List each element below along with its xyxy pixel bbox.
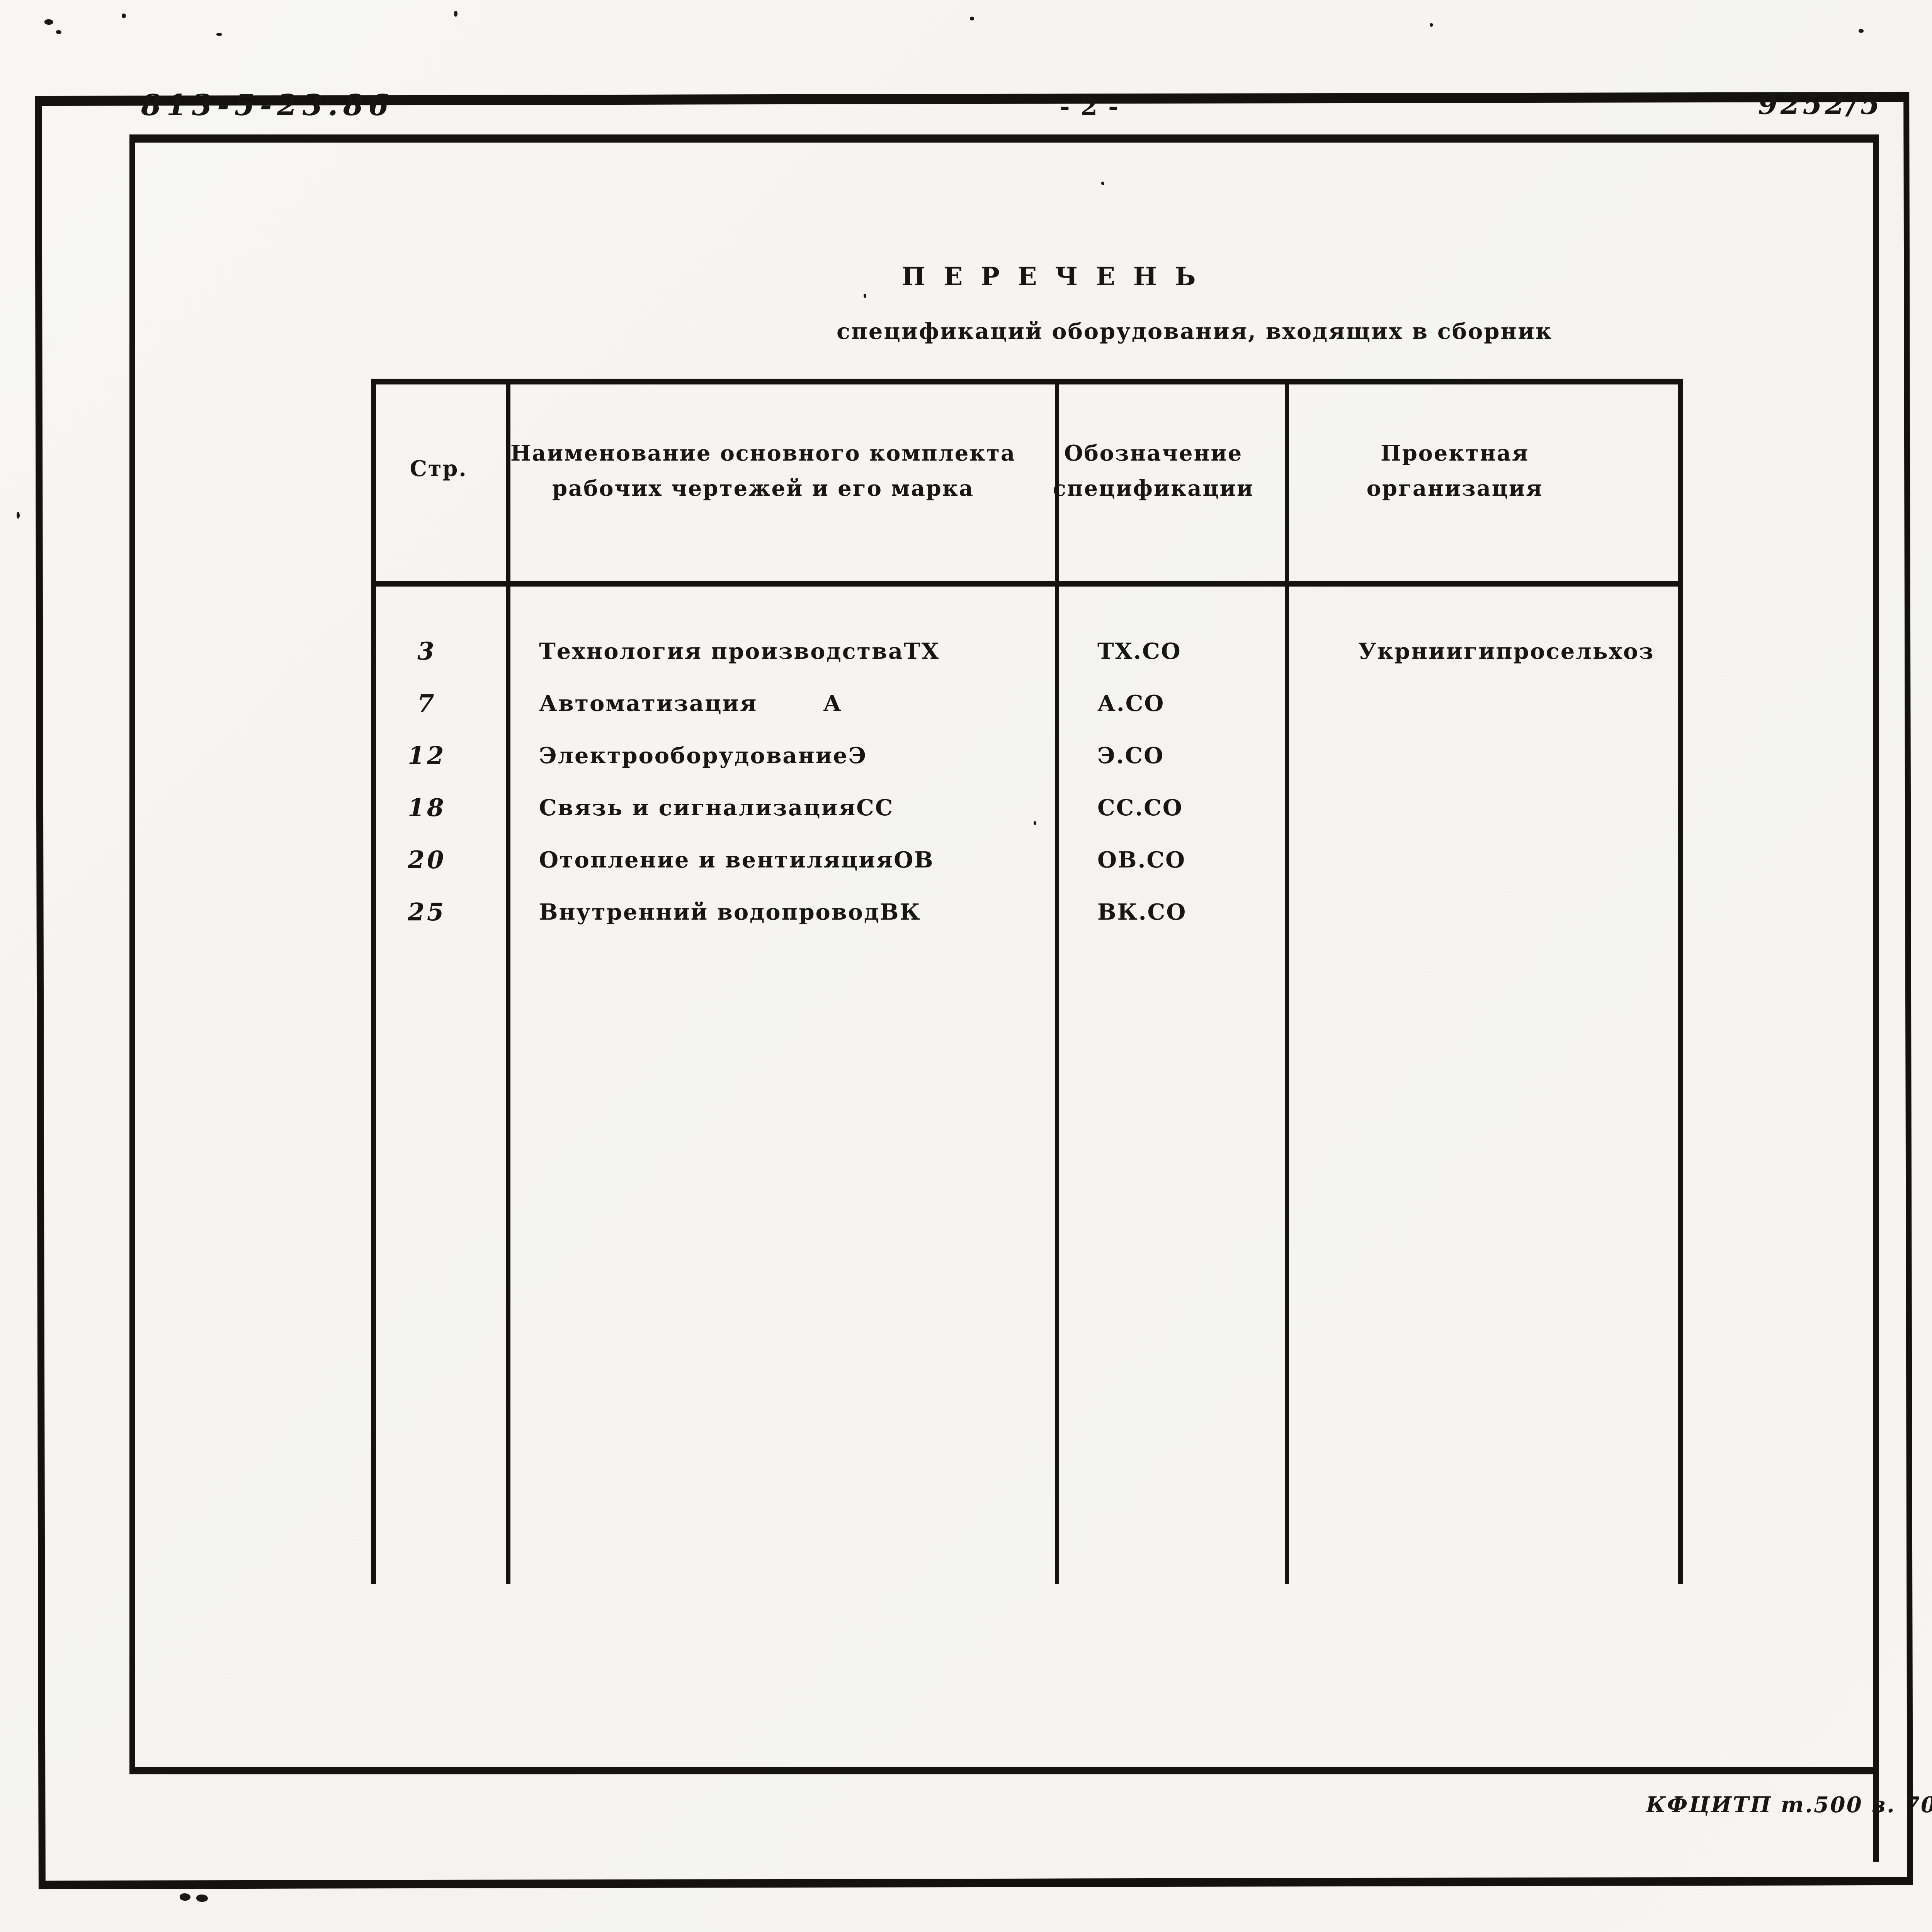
row-name: Внутренний водопровод: [539, 898, 880, 925]
col-header-spec: Обозначение спецификации: [1041, 436, 1265, 506]
row-name-group: Связь и сигнализация СС: [539, 782, 893, 834]
col-header-org: Проектная организация: [1314, 436, 1596, 506]
col-header-page: Стр.: [410, 456, 468, 481]
col-header-spec-line2: спецификации: [1053, 475, 1254, 501]
outer-page-border: [35, 92, 1913, 1889]
scan-speck: [1859, 29, 1864, 33]
row-name-group: Электрооборудование Э: [539, 730, 866, 782]
sheet-number: 9252/5: [1758, 88, 1883, 121]
table-col-rule-1: [506, 379, 510, 1584]
col-header-spec-line1: Обозначение: [1064, 440, 1243, 466]
row-name-group: Отопление и вентиляция ОВ: [539, 834, 933, 886]
scan-speck: [216, 33, 222, 36]
col-header-name: Наименование основного комплекта рабочих…: [506, 436, 1020, 506]
scan-speck: [56, 30, 61, 34]
scan-speck: [44, 19, 53, 25]
scan-speck: [970, 16, 974, 20]
col-header-name-line1: Наименование основного комплекта: [510, 440, 1016, 466]
row-spec-code: ТХ.СО: [1097, 638, 1182, 664]
scan-speck: [180, 1893, 190, 1901]
row-spec-code: ОВ.СО: [1097, 846, 1186, 873]
row-page-number: 20: [408, 845, 446, 874]
col-header-org-line2: организация: [1366, 475, 1543, 501]
doc-number: 813-5-23.86: [141, 88, 394, 122]
row-mark: ВК: [880, 898, 921, 925]
scan-speck: [454, 10, 457, 17]
table-header-rule: [371, 580, 1683, 587]
print-run-stamp: КФЦИТП т.500 з. 7008п: [1646, 1792, 1932, 1818]
inner-frame-bottom: [129, 1767, 1879, 1774]
table-left-rule: [371, 379, 376, 1584]
table-row: 7 Автоматизация А А.СО: [371, 677, 1683, 730]
table-row: 20 Отопление и вентиляция ОВ ОВ.СО: [371, 834, 1683, 886]
table-row: 12 Электрооборудование Э Э.СО: [371, 730, 1683, 782]
row-name-group: Автоматизация А: [539, 677, 842, 730]
row-name: Отопление и вентиляция: [539, 846, 894, 873]
inner-frame-right: [1873, 134, 1879, 1862]
row-name: Связь и сигнализация: [539, 794, 857, 821]
page-title: ПЕРЕЧЕНЬ: [901, 262, 1214, 291]
row-name: Технология производства: [539, 638, 904, 664]
table-col-rule-3: [1285, 379, 1289, 1584]
row-page-number: 7: [417, 689, 437, 718]
table-right-rule: [1678, 379, 1683, 1584]
scan-speck: [196, 1894, 208, 1902]
table-row: 25 Внутренний водопровод ВК ВК.СО: [371, 886, 1683, 938]
row-spec-code: Э.СО: [1097, 742, 1165, 769]
row-spec-code: СС.СО: [1097, 794, 1183, 821]
row-name-group: Технология производства ТХ: [539, 625, 939, 677]
scan-speck: [864, 294, 866, 298]
scan-speck: [1034, 821, 1036, 825]
row-spec-code: А.СО: [1097, 690, 1165, 716]
table-row: 3 Технология производства ТХ ТХ.СО Укрни…: [371, 625, 1683, 677]
row-mark: СС: [856, 794, 894, 821]
scan-speck: [1101, 182, 1104, 185]
row-name: Электрооборудование: [539, 742, 849, 769]
row-spec-code: ВК.СО: [1097, 898, 1187, 925]
page-subtitle: спецификаций оборудования, входящих в сб…: [837, 318, 1553, 344]
row-page-number: 18: [408, 793, 446, 822]
row-mark: А: [823, 690, 842, 716]
row-mark: ТХ: [903, 638, 940, 664]
table-col-rule-2: [1055, 379, 1059, 1584]
col-header-name-line2: рабочих чертежей и его марка: [552, 475, 974, 501]
row-page-number: 3: [417, 636, 437, 665]
scan-speck: [122, 14, 126, 18]
row-page-number: 12: [408, 741, 446, 770]
inner-frame-top: [129, 134, 1879, 143]
scan-speck: [16, 512, 20, 519]
row-page-number: 25: [408, 897, 446, 926]
page-number: - 2 -: [1060, 92, 1120, 121]
table-top-rule: [371, 379, 1683, 384]
inner-frame-left: [129, 134, 135, 1769]
col-header-org-line1: Проектная: [1380, 440, 1529, 466]
row-org: Укрниигипросельхоз: [1358, 638, 1655, 664]
row-name: Автоматизация: [539, 690, 758, 716]
row-mark: Э: [848, 742, 867, 769]
table-row: 18 Связь и сигнализация СС СС.СО: [371, 782, 1683, 834]
scan-speck: [1430, 23, 1433, 27]
row-name-group: Внутренний водопровод ВК: [539, 886, 920, 938]
row-mark: ОВ: [894, 846, 934, 873]
